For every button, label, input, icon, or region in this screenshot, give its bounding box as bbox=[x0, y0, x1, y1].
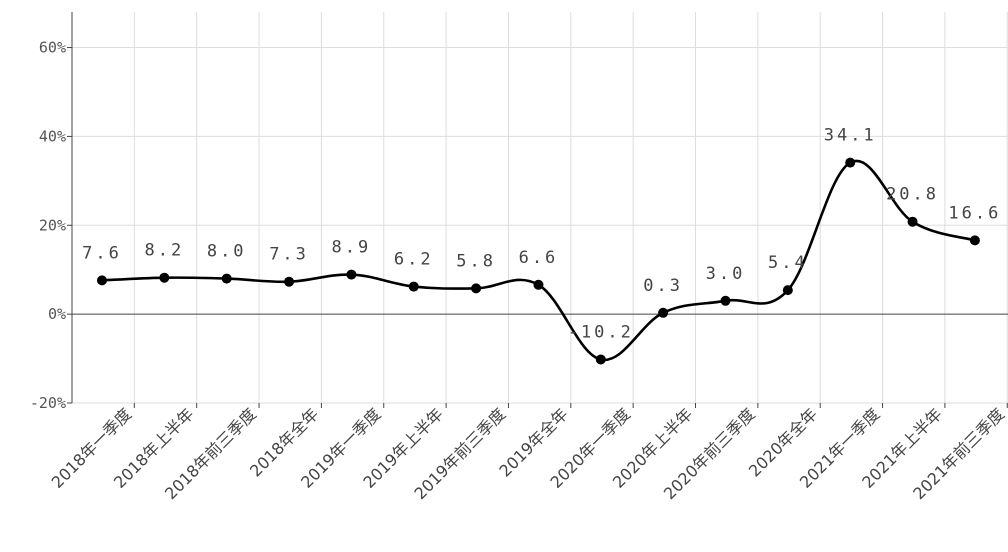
data-label: 8.9 bbox=[332, 238, 372, 258]
data-point bbox=[408, 281, 419, 292]
data-point bbox=[346, 269, 357, 280]
data-labels: 7.6 8.2 8.0 7.3 8.9 6.2 5.8 6.6 -10.2 0.3 3.0 5.4 34… bbox=[82, 126, 1001, 343]
y-tick-label: 40% bbox=[39, 127, 66, 145]
data-point bbox=[221, 273, 232, 284]
y-tick-label: -20% bbox=[30, 394, 66, 412]
data-point bbox=[595, 354, 606, 365]
data-label: 7.6 bbox=[82, 243, 122, 263]
data-label: 3.0 bbox=[706, 264, 746, 284]
data-point bbox=[284, 276, 295, 287]
data-label: 34.1 bbox=[824, 126, 877, 146]
data-label: 8.2 bbox=[144, 241, 184, 261]
grid bbox=[71, 12, 1008, 404]
data-label: 6.2 bbox=[394, 250, 434, 270]
data-point bbox=[533, 279, 544, 290]
data-point bbox=[907, 216, 918, 227]
y-tick-label: 60% bbox=[39, 39, 66, 57]
y-tick-label: 0% bbox=[48, 305, 66, 323]
data-label: 7.3 bbox=[269, 245, 309, 265]
x-axis-ticks: 2018年一季度2018年上半年2018年前三季度2018年全年2019年一季度… bbox=[48, 403, 1008, 503]
data-point bbox=[658, 307, 669, 318]
data-label: 6.6 bbox=[519, 248, 559, 268]
data-point bbox=[845, 157, 856, 168]
data-label: 0.3 bbox=[643, 276, 683, 296]
data-point bbox=[97, 275, 107, 286]
data-label: 20.8 bbox=[886, 185, 939, 205]
data-point bbox=[159, 272, 170, 283]
y-tick-label: 20% bbox=[39, 216, 66, 234]
data-points bbox=[97, 157, 980, 365]
data-label: 5.4 bbox=[768, 253, 808, 273]
data-label: 8.0 bbox=[207, 242, 247, 262]
data-point bbox=[782, 285, 793, 296]
y-axis-ticks: -20% 0% 20% 40% 60% bbox=[30, 39, 72, 412]
data-point bbox=[471, 283, 482, 294]
data-label: 5.8 bbox=[456, 251, 496, 271]
data-point bbox=[969, 235, 980, 246]
data-label: -10.2 bbox=[568, 322, 634, 342]
data-point bbox=[720, 295, 731, 306]
series-line bbox=[101, 159, 976, 361]
series-path bbox=[101, 159, 976, 361]
data-label: 16.6 bbox=[948, 203, 1001, 223]
